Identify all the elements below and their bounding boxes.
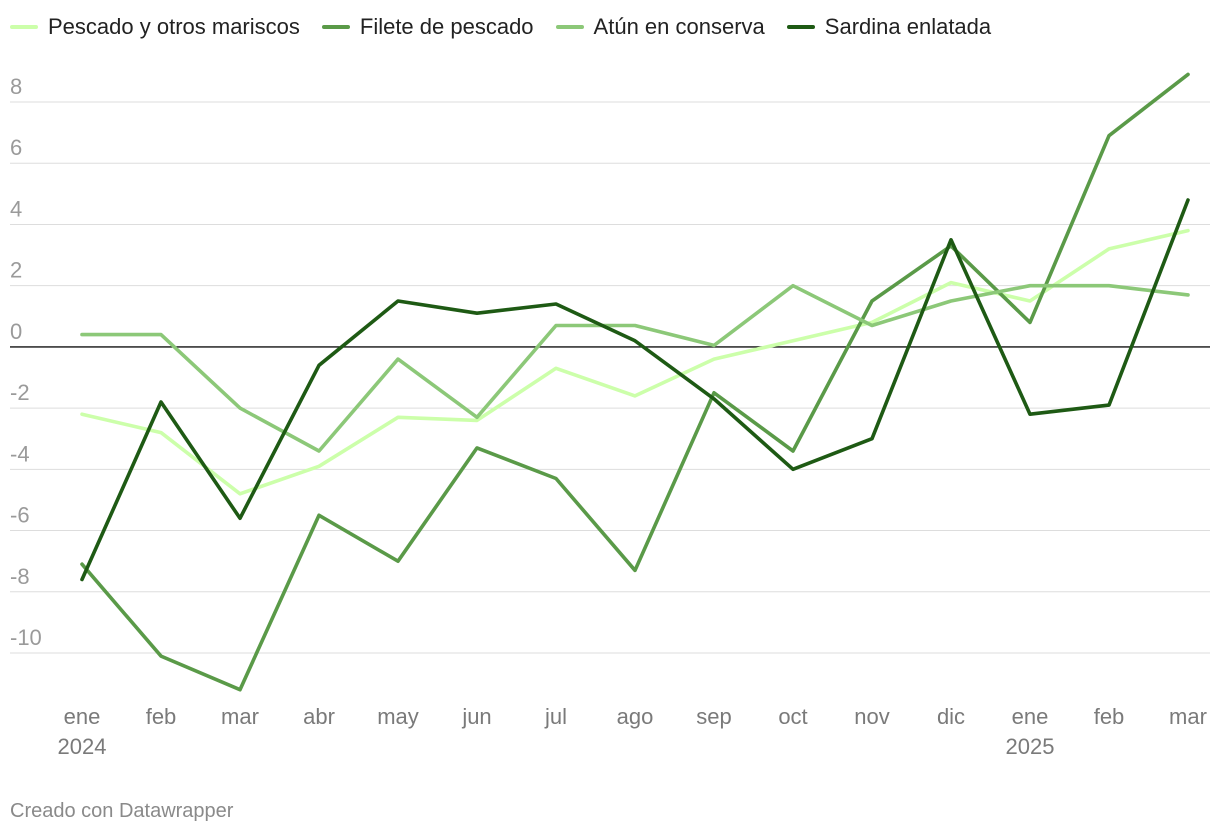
legend-item: Sardina enlatada bbox=[786, 14, 992, 40]
legend-label: Sardina enlatada bbox=[824, 14, 992, 39]
x-tick-label: mar bbox=[1169, 704, 1207, 729]
series-1 bbox=[80, 228, 1190, 496]
legend-swatch bbox=[786, 25, 815, 29]
chart-legend: Pescado y otros mariscos Filete de pescad… bbox=[10, 14, 991, 40]
y-axis-labels: -10 -8 -6 -4 -2 0 2 4 6 8 bbox=[10, 74, 42, 650]
x-tick-label: jun bbox=[461, 704, 491, 729]
series-line bbox=[80, 72, 1190, 692]
x-year-label: 2024 bbox=[58, 734, 107, 759]
x-tick-label: feb bbox=[146, 704, 177, 729]
x-tick-label: dic bbox=[937, 704, 965, 729]
y-tick-label: 0 bbox=[10, 319, 22, 344]
legend-item: Filete de pescado bbox=[321, 14, 534, 40]
legend-item: Pescado y otros mariscos bbox=[10, 14, 300, 40]
y-tick-label: 6 bbox=[10, 135, 22, 160]
legend-swatch bbox=[10, 25, 38, 29]
series-2 bbox=[80, 72, 1190, 692]
legend-label: Pescado y otros mariscos bbox=[48, 14, 300, 39]
y-tick-label: 8 bbox=[10, 74, 22, 99]
x-year-label: 2025 bbox=[1006, 734, 1055, 759]
y-tick-label: -6 bbox=[10, 503, 30, 528]
y-tick-label: -8 bbox=[10, 564, 30, 589]
x-tick-label: nov bbox=[854, 704, 889, 729]
series-line bbox=[80, 198, 1190, 582]
y-tick-label: -4 bbox=[10, 441, 30, 466]
y-tick-label: -10 bbox=[10, 625, 42, 650]
series-3 bbox=[80, 283, 1190, 453]
series-4 bbox=[80, 198, 1190, 582]
x-tick-label: sep bbox=[696, 704, 731, 729]
x-tick-label: may bbox=[377, 704, 419, 729]
legend-swatch bbox=[321, 25, 350, 29]
series-line bbox=[80, 228, 1190, 496]
gridlines bbox=[10, 101, 1210, 654]
y-tick-label: 2 bbox=[10, 258, 22, 283]
x-tick-label: feb bbox=[1094, 704, 1125, 729]
x-tick-label: jul bbox=[544, 704, 567, 729]
x-tick-label: abr bbox=[303, 704, 335, 729]
series-line bbox=[80, 283, 1190, 453]
y-tick-label: 4 bbox=[10, 196, 22, 221]
x-tick-label: oct bbox=[778, 704, 807, 729]
legend-item: Atún en conserva bbox=[555, 14, 765, 40]
x-tick-label: mar bbox=[221, 704, 259, 729]
x-tick-label: ago bbox=[617, 704, 654, 729]
footer-credit: Creado con Datawrapper bbox=[10, 800, 234, 822]
x-axis-labels: ene feb mar abr may jun jul ago sep oct nov dic ene f… bbox=[58, 704, 1207, 759]
x-tick-label: ene bbox=[1012, 704, 1049, 729]
legend-label: Atún en conserva bbox=[593, 14, 765, 39]
x-tick-label: ene bbox=[64, 704, 101, 729]
legend-label: Filete de pescado bbox=[359, 14, 534, 39]
legend-swatch bbox=[555, 25, 584, 29]
y-tick-label: -2 bbox=[10, 380, 30, 405]
